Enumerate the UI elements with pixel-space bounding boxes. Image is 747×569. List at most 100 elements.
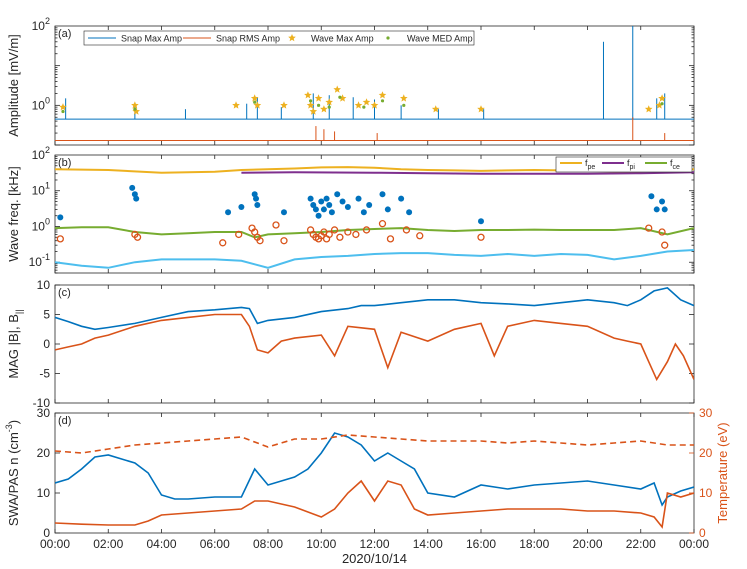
y-tick-base: 10 — [32, 219, 46, 233]
y-axis-label: Wave freq. [kHz] — [6, 166, 21, 262]
y-tick-label: -10 — [33, 396, 51, 410]
y-tick-label: 102 — [32, 145, 50, 162]
x-tick-label: 20:00 — [572, 537, 602, 551]
y-tick-base: 10 — [32, 184, 46, 198]
x-tick-label: 10:00 — [306, 537, 336, 551]
wave-freq-point — [334, 191, 341, 198]
series-line — [55, 249, 694, 269]
y-tick-exponent: 2 — [45, 16, 50, 26]
wave-freq-circle — [219, 239, 227, 247]
wave-max-point — [338, 94, 347, 102]
wave-max-point — [655, 101, 664, 109]
panel-frame — [54, 284, 695, 404]
wave-max-point — [309, 107, 318, 115]
x-tick-label: 02:00 — [93, 537, 123, 551]
wave-freq-circle — [235, 230, 243, 239]
wave-freq-circle — [645, 224, 653, 232]
wave-freq-point — [653, 206, 660, 213]
y-tick-exponent: -1 — [42, 252, 50, 262]
wave-freq-point — [384, 206, 391, 213]
wave-freq-point — [57, 214, 64, 221]
wave-med-point — [338, 95, 342, 99]
wave-max-point — [370, 101, 379, 109]
series-line — [55, 226, 694, 239]
legend-label: Wave Max Amp — [311, 34, 374, 44]
legend-swatch — [288, 34, 296, 42]
wave-med-point — [309, 99, 313, 103]
x-tick-label: 06:00 — [200, 537, 230, 551]
y2-tick-label: 30 — [699, 406, 713, 420]
legend-label: Snap Max Amp — [121, 34, 182, 44]
series-line — [55, 432, 694, 507]
wave-freq-circle — [362, 226, 371, 234]
legend-label-sub: pe — [588, 164, 596, 171]
wave-max-point — [333, 85, 341, 93]
wave-freq-point — [280, 209, 287, 216]
wave-freq-point — [648, 193, 655, 200]
wave-med-point — [316, 103, 321, 107]
wave-max-point — [477, 105, 485, 113]
wave-max-point — [232, 101, 240, 109]
wave-freq-point — [478, 218, 484, 225]
wave-max-point — [378, 91, 387, 99]
y-tick-label: 0 — [43, 337, 50, 351]
wave-freq-point — [129, 184, 136, 191]
panel-label: (a) — [58, 28, 71, 40]
wave-freq-point — [307, 195, 314, 202]
x-axis-label: 2020/10/14 — [342, 551, 407, 566]
legend-label-main: f — [627, 158, 630, 168]
x-tick-label: 18:00 — [519, 537, 549, 551]
wave-max-point — [250, 94, 259, 102]
y-axis-label-sub: || — [14, 309, 24, 314]
y-axis-label: MAG |B|, B|| — [6, 309, 24, 378]
series-line — [55, 313, 694, 382]
wave-freq-point — [326, 201, 333, 208]
wave-max-point — [304, 91, 312, 99]
x-tick-label: 00:00 — [40, 537, 70, 551]
wave-max-point — [131, 101, 139, 109]
wave-med-point — [362, 105, 366, 109]
y-axis-label-main: Wave freq. [kHz] — [6, 166, 21, 262]
legend-label: fpi — [627, 158, 635, 171]
wave-max-point — [253, 101, 262, 109]
wave-freq-point — [360, 209, 367, 216]
wave-med-point — [327, 105, 331, 109]
y2-tick-label: 10 — [699, 486, 713, 500]
wave-max-point — [320, 105, 328, 113]
y-tick-label: 5 — [43, 308, 50, 322]
wave-freq-point — [253, 195, 260, 202]
wave-max-point — [362, 98, 371, 106]
wave-freq-point — [254, 201, 261, 208]
y-tick-label: 10 — [37, 278, 51, 292]
wave-max-point — [400, 94, 408, 102]
wave-freq-circle — [280, 237, 288, 245]
y-tick-label: 30 — [37, 406, 51, 420]
legend-label: Wave MED Amp — [407, 34, 473, 44]
x-tick-label: 22:00 — [626, 537, 656, 551]
wave-med-point — [133, 107, 137, 111]
wave-freq-circle — [378, 220, 387, 228]
y-axis-label-main: Amplitude [mV/m] — [6, 34, 21, 137]
y-tick-exponent: 1 — [45, 181, 50, 191]
x-tick-label: 12:00 — [359, 537, 389, 551]
wave-med-point — [660, 102, 664, 106]
data-layer — [55, 432, 694, 529]
legend-box — [555, 156, 693, 173]
wave-freq-point — [379, 191, 386, 198]
wave-max-point — [280, 101, 288, 109]
panel-label: (b) — [58, 157, 71, 169]
legend-label: fce — [670, 158, 680, 171]
wave-freq-circle — [386, 235, 395, 243]
y-tick-label: 10-1 — [29, 252, 50, 269]
wave-freq-point — [133, 195, 140, 202]
x-tick-label: 14:00 — [413, 537, 443, 551]
y-tick-label: -5 — [39, 367, 50, 381]
legend: Snap Max Amp Snap RMS Amp Wave Max Amp Wave… — [83, 30, 475, 46]
y2-tick-label: 0 — [699, 526, 706, 540]
y2-axis-label: Temperature (eV) — [715, 422, 730, 523]
data-layer — [55, 26, 694, 141]
legend-swatch — [386, 36, 390, 40]
y-tick-exponent: 2 — [45, 145, 50, 155]
